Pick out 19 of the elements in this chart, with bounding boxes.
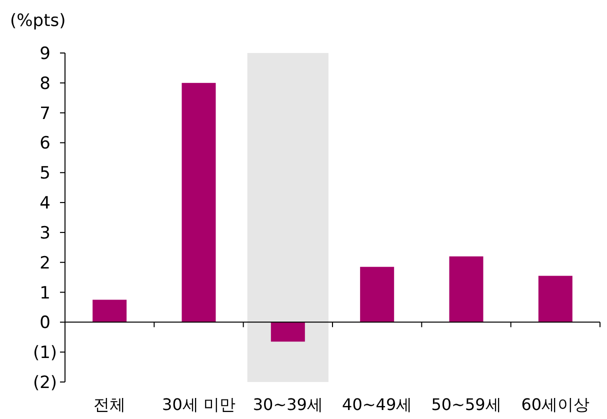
x-tick-label: 60세이상 <box>521 395 590 414</box>
y-tick-label: (1) <box>32 343 58 364</box>
y-tick-label: 8 <box>40 74 50 94</box>
y-tick-label: 2 <box>40 253 50 274</box>
x-tick-label: 30세 미만 <box>162 395 236 414</box>
y-tick-label: 3 <box>40 223 50 244</box>
y-tick-label: 4 <box>40 194 50 214</box>
y-tick-label: 5 <box>40 164 50 184</box>
x-tick-label: 50~59세 <box>431 395 502 414</box>
y-tick-label: 9 <box>40 44 50 64</box>
y-tick-label: (2) <box>32 373 58 393</box>
y-tick-label: 0 <box>40 313 50 334</box>
y-tick-label: 7 <box>40 104 50 124</box>
x-tick-label: 30~39세 <box>252 395 323 414</box>
y-tick-label: 6 <box>40 134 50 154</box>
y-tick-label: 1 <box>40 283 50 304</box>
x-tick-label: 전체 <box>94 395 126 414</box>
y-axis-title: (%pts) <box>10 11 66 31</box>
x-tick-label: 40~49세 <box>342 395 412 414</box>
